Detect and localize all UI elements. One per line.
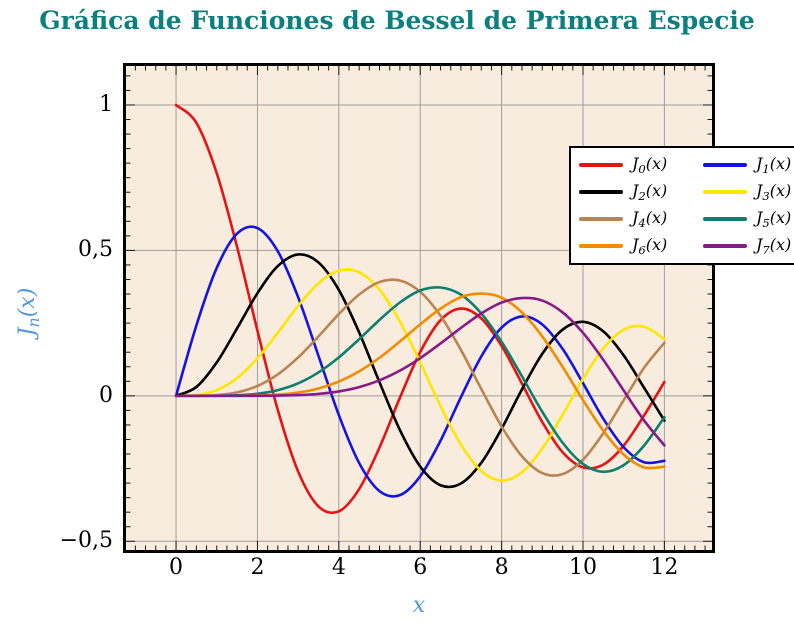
legend-label-j6: J6(x): [632, 234, 668, 258]
y-tick-label-0: 0: [99, 382, 113, 408]
x-tick-label-0: 0: [169, 555, 184, 580]
y-tick-label-0,5: 0,5: [78, 237, 113, 263]
y-axis-label-sub: n: [24, 317, 44, 328]
y-tick-label-−0,5: −0,5: [59, 528, 113, 554]
legend-swatch-j3: [703, 190, 747, 194]
plot-frame: J0(x) J1(x) J2(x) J3(x) J4(x) J5(x) J6(x) J7(x): [123, 63, 794, 553]
curve-j2: [174, 253, 666, 489]
legend-item-j3: J3(x): [703, 179, 794, 206]
legend-label-j5: J5(x): [756, 207, 792, 231]
legend-label-j7: J7(x): [756, 234, 792, 258]
legend-item-j7: J7(x): [703, 233, 794, 260]
legend-swatch-j6: [579, 244, 623, 248]
legend-swatch-j0: [579, 163, 623, 167]
y-axis-label: Jn(x): [15, 288, 43, 337]
legend-item-j1: J1(x): [703, 152, 794, 179]
legend-label-j4: J4(x): [632, 207, 668, 231]
chart-title: Gráfica de Funciones de Bessel de Primer…: [39, 6, 755, 35]
legend-item-j5: J5(x): [703, 206, 794, 233]
legend-label-j0: J0(x): [632, 153, 668, 177]
legend-swatch-j7: [703, 244, 747, 248]
x-tick-label-10: 10: [568, 555, 597, 580]
x-tick-label-4: 4: [331, 555, 346, 580]
legend-item-j2: J2(x): [579, 179, 703, 206]
curve-j7: [174, 296, 666, 447]
chart-legend: J0(x) J1(x) J2(x) J3(x) J4(x) J5(x) J6(x) J7(x): [569, 146, 794, 265]
x-tick-label-12: 12: [650, 555, 679, 580]
x-axis-label: x: [412, 593, 426, 618]
legend-label-j3: J3(x): [756, 180, 792, 204]
legend-item-j4: J4(x): [579, 206, 703, 233]
y-tick-label-1: 1: [99, 91, 113, 117]
legend-swatch-j5: [703, 217, 747, 221]
curve-j1: [174, 225, 666, 498]
legend-label-j2: J2(x): [632, 180, 668, 204]
y-axis-label-arg: (x): [14, 287, 40, 318]
curve-j5: [174, 286, 666, 474]
curve-j3: [174, 268, 666, 482]
legend-item-j0: J0(x): [579, 152, 703, 179]
legend-label-j1: J1(x): [756, 153, 792, 177]
x-tick-label-6: 6: [413, 555, 428, 580]
legend-swatch-j4: [579, 217, 623, 221]
plot-canvas: [126, 66, 712, 550]
legend-swatch-j2: [579, 190, 623, 194]
x-tick-label-8: 8: [494, 555, 509, 580]
legend-swatch-j1: [703, 163, 747, 167]
x-tick-label-2: 2: [250, 555, 265, 580]
y-axis-label-base: J: [14, 327, 40, 337]
legend-item-j6: J6(x): [579, 233, 703, 260]
